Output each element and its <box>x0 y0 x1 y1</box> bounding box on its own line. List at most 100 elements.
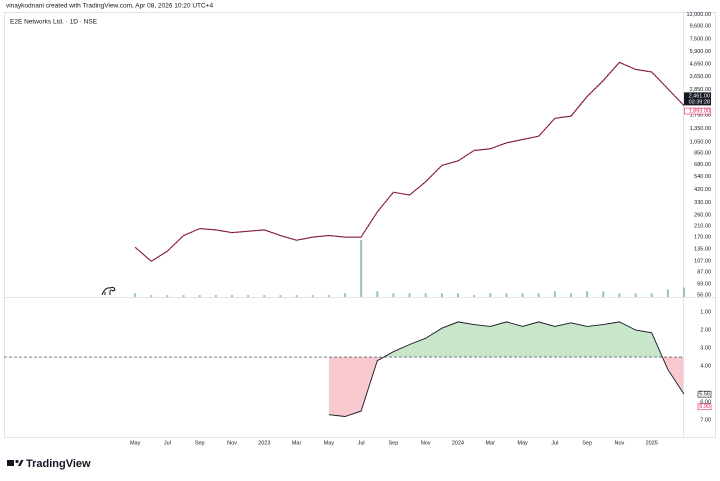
y-tick-label: 56.00 <box>697 293 711 299</box>
last-price-label: 2,461.00 <box>689 93 710 99</box>
volume-bar <box>440 293 443 297</box>
volume-bar <box>166 295 169 297</box>
y-tick-label: 2.00 <box>700 328 711 334</box>
volume-bar <box>344 293 346 297</box>
volume-bar <box>327 295 330 297</box>
volume-bar <box>279 295 282 297</box>
symbol-title: E2E Networks Ltd. · 1D · NSE <box>10 19 98 26</box>
volume-bar <box>263 295 266 297</box>
x-tick-label: Mar <box>292 440 302 446</box>
volume-bar <box>311 295 314 297</box>
y-tick-label: 7.00 <box>700 418 711 424</box>
volume-bar <box>150 295 153 297</box>
x-tick-label: May <box>324 440 335 446</box>
chart-frame <box>4 12 716 438</box>
volume-bar <box>473 295 476 297</box>
countdown-label: 03:39:28 <box>689 99 710 105</box>
y-tick-label: 680.00 <box>694 162 711 168</box>
volume-bar <box>618 293 621 297</box>
y-tick-label: 87.00 <box>697 270 711 276</box>
brand-name: TradingView <box>26 458 91 470</box>
y-tick-label: 1.00 <box>700 309 711 315</box>
y-tick-label: 850.00 <box>694 150 711 156</box>
x-tick-label: Nov <box>421 440 431 446</box>
volume-bar <box>231 295 233 297</box>
y-tick-label: 2,850.00 <box>690 87 711 93</box>
price-line-base <box>134 61 685 262</box>
x-tick-label: Nov <box>227 440 237 446</box>
x-tick-label: 2025 <box>646 440 658 446</box>
y-tick-label: 540.00 <box>694 174 711 180</box>
volume-bar <box>666 289 669 297</box>
volume-bar <box>457 293 459 297</box>
y-tick-label: 6.00 <box>700 400 711 406</box>
last-value-box <box>697 390 712 398</box>
area-above-baseline <box>383 321 663 358</box>
volume-bar <box>134 293 137 297</box>
y-tick-label: 420.00 <box>694 187 711 193</box>
volume-bar <box>489 293 492 297</box>
y-tick-label: 3,650.00 <box>690 74 711 80</box>
dino-icon <box>101 286 116 296</box>
volume-bar <box>683 287 685 297</box>
volume-bar <box>586 291 589 297</box>
x-tick-label: 2024 <box>452 440 464 446</box>
y-tick-label: 7,500.00 <box>690 37 711 43</box>
volume-bar <box>424 293 427 297</box>
volume-bar <box>360 240 363 297</box>
volume-bar <box>537 293 540 297</box>
x-tick-label: May <box>130 440 141 446</box>
y-tick-label: 260.00 <box>694 212 711 218</box>
x-tick-label: Jul <box>358 440 365 446</box>
last-price-box <box>684 92 711 106</box>
y-tick-label: 3.00 <box>700 346 711 352</box>
volume-bar <box>182 295 185 297</box>
volume-bar <box>392 293 395 297</box>
y-tick-label: 170.00 <box>694 235 711 241</box>
x-tick-label: Nov <box>615 440 625 446</box>
volume-bar <box>634 293 637 297</box>
volume-bar <box>521 293 524 297</box>
volume-bar <box>505 293 508 297</box>
y-tick-label: 4.00 <box>700 364 711 370</box>
ref-price-box <box>684 107 711 115</box>
brand-logo: TradingView <box>7 458 91 470</box>
last-value-label: 5.56 <box>699 392 710 398</box>
volume-bar <box>570 293 572 297</box>
volume-bar <box>408 293 411 297</box>
y-tick-label: 12,000.00 <box>687 12 711 18</box>
volume-bar <box>198 295 201 297</box>
volume-bar <box>376 291 379 297</box>
y-tick-label: 5,900.00 <box>690 49 711 55</box>
indicator-line <box>328 321 685 417</box>
y-tick-label: 69.00 <box>697 282 711 288</box>
ref-value-label: 5.90 <box>699 404 710 410</box>
volume-bar <box>602 291 605 297</box>
y-tick-label: 9,600.00 <box>690 24 711 30</box>
x-tick-label: Sep <box>582 440 592 446</box>
y-tick-label: 4,650.00 <box>690 62 711 68</box>
y-tick-label: 135.00 <box>694 247 711 253</box>
ref-price-label: 1,893.00 <box>689 109 710 115</box>
area-below-baseline <box>328 357 683 417</box>
volume-bar <box>247 295 250 297</box>
x-tick-label: Sep <box>195 440 205 446</box>
y-tick-label: 1,050.00 <box>690 139 711 145</box>
x-tick-label: 2023 <box>258 440 270 446</box>
volume-bar <box>295 295 298 297</box>
x-tick-label: Jul <box>164 440 171 446</box>
x-tick-label: Mar <box>486 440 496 446</box>
x-tick-label: May <box>517 440 528 446</box>
y-tick-label: 330.00 <box>694 200 711 206</box>
x-tick-label: Jul <box>551 440 558 446</box>
volume-bar <box>553 291 556 297</box>
credit: vinaykodnani created with TradingView.co… <box>6 3 213 10</box>
y-tick-label: 1,350.00 <box>690 126 711 132</box>
y-tick-label: 107.00 <box>694 259 711 265</box>
y-tick-label: 1,750.00 <box>690 113 711 119</box>
ref-value-box <box>697 403 712 411</box>
volume-bar <box>650 293 653 297</box>
x-tick-label: Sep <box>389 440 399 446</box>
